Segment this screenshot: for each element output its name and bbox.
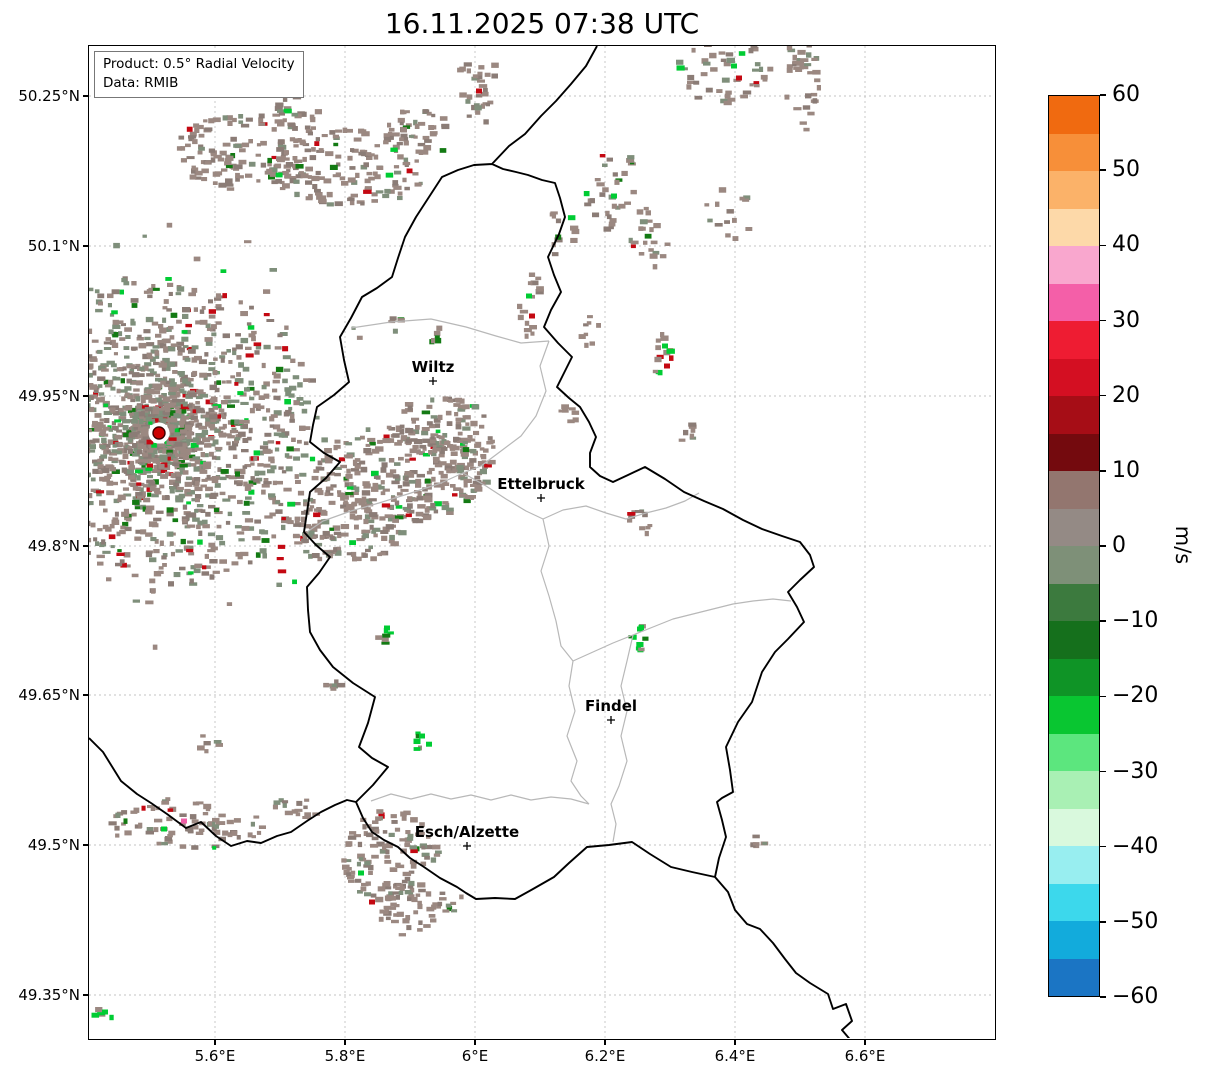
product-label: Product: 0.5° Radial Velocity	[103, 56, 295, 72]
y-tick-mark	[83, 395, 88, 397]
colorbar-segment	[1049, 321, 1099, 359]
colorbar-tick-mark	[1100, 996, 1106, 998]
x-tick-label: 5.8°E	[324, 1047, 366, 1065]
y-tick-label: 49.65°N	[18, 686, 80, 704]
colorbar-tick-label: −30	[1112, 758, 1159, 784]
y-tick-mark	[83, 95, 88, 97]
colorbar-segment	[1049, 883, 1099, 921]
colorbar-segment	[1049, 433, 1099, 471]
colorbar-tick-mark	[1100, 921, 1106, 923]
colorbar-segment	[1049, 358, 1099, 396]
map-plot-area: Wiltz Ettelbruck Findel Esch/Alzette Produc…	[88, 45, 996, 1040]
colorbar-tick-label: −60	[1112, 984, 1159, 1009]
x-tick-mark	[864, 1040, 866, 1045]
colorbar-segment	[1049, 771, 1099, 809]
colorbar-segment	[1049, 546, 1099, 584]
colorbar-tick-mark	[1100, 244, 1106, 247]
colorbar-tick-label: −10	[1112, 608, 1159, 634]
colorbar-tick-mark	[1100, 470, 1106, 472]
colorbar-tick-mark	[1100, 770, 1106, 773]
colorbar-tick-mark	[1100, 319, 1106, 322]
y-tick-label: 49.8°N	[27, 537, 80, 555]
colorbar	[1048, 95, 1100, 997]
x-tick-mark	[734, 1040, 736, 1045]
colorbar-segment	[1049, 846, 1099, 884]
radar-echoes	[89, 46, 821, 1021]
colorbar-segment	[1049, 696, 1099, 734]
y-tick-mark	[83, 545, 88, 547]
x-tick-label: 6°E	[461, 1047, 489, 1065]
colorbar-tick-mark	[1100, 394, 1106, 397]
canton-borders	[306, 318, 792, 843]
data-source-label: Data: RMIB	[103, 75, 179, 92]
y-tick-label: 50.1°N	[27, 237, 80, 255]
y-tick-mark	[83, 844, 88, 846]
colorbar-segment	[1049, 283, 1099, 321]
map-canvas: Wiltz Ettelbruck Findel Esch/Alzette	[89, 46, 994, 1038]
x-tick-label: 6.4°E	[714, 1047, 756, 1065]
colorbar-segment	[1049, 921, 1099, 959]
city-markers: Wiltz Ettelbruck Findel Esch/Alzette	[412, 358, 637, 850]
colorbar-segment	[1049, 733, 1099, 771]
city-cross-icon	[537, 494, 545, 502]
colorbar-segment	[1049, 958, 1099, 996]
colorbar-tick-label: 30	[1112, 307, 1140, 333]
city-cross-icon	[607, 716, 615, 724]
colorbar-tick-label: 20	[1112, 382, 1140, 408]
colorbar-tick-mark	[1100, 169, 1106, 171]
colorbar-tick-label: −40	[1112, 833, 1159, 859]
colorbar-segment	[1049, 621, 1099, 659]
city-label: Wiltz	[412, 358, 455, 376]
colorbar-segment	[1049, 133, 1099, 171]
radar-dot-icon	[152, 426, 166, 440]
city-cross-icon	[429, 377, 437, 385]
colorbar-tick-mark	[1100, 620, 1106, 622]
city-cross-icon	[463, 842, 471, 850]
x-tick-mark	[214, 1040, 216, 1045]
colorbar-tick-label: −20	[1112, 683, 1159, 709]
colorbar-tick-label: 40	[1112, 232, 1140, 258]
city-label: Ettelbruck	[497, 475, 586, 493]
colorbar-segment	[1049, 208, 1099, 246]
colorbar-segment	[1049, 808, 1099, 846]
radar-site-marker	[148, 422, 170, 444]
figure-title: 16.11.2025 07:38 UTC	[384, 7, 700, 40]
y-tick-mark	[83, 245, 88, 247]
colorbar-tick-label: 60	[1112, 82, 1140, 107]
y-tick-label: 49.35°N	[18, 986, 80, 1004]
city-label: Findel	[585, 697, 637, 715]
x-tick-mark	[474, 1040, 476, 1045]
colorbar-tick-mark	[1100, 94, 1106, 96]
colorbar-tick-label: 0	[1112, 533, 1126, 558]
x-tick-label: 5.6°E	[194, 1047, 236, 1065]
colorbar-segment	[1049, 508, 1099, 546]
y-tick-label: 49.5°N	[27, 836, 80, 854]
colorbar-tick-mark	[1100, 695, 1106, 698]
x-tick-mark	[344, 1040, 346, 1045]
colorbar-tick-label: 50	[1112, 157, 1140, 183]
colorbar-segment	[1049, 471, 1099, 509]
colorbar-segment	[1049, 246, 1099, 284]
colorbar-segment	[1049, 171, 1099, 209]
y-tick-label: 50.25°N	[18, 87, 80, 105]
y-tick-label: 49.95°N	[18, 387, 80, 405]
colorbar-tick-label: 10	[1112, 457, 1140, 483]
colorbar-segment	[1049, 396, 1099, 434]
colorbar-tick-mark	[1100, 545, 1106, 547]
x-tick-label: 6.6°E	[844, 1047, 886, 1065]
product-info-box: Product: 0.5° Radial Velocity Data: RMIB	[94, 51, 304, 99]
x-tick-label: 6.2°E	[584, 1047, 626, 1065]
colorbar-segment	[1049, 658, 1099, 696]
y-tick-mark	[83, 994, 88, 996]
colorbar-tick-label: −50	[1112, 908, 1159, 934]
y-tick-mark	[83, 694, 88, 696]
colorbar-segment	[1049, 583, 1099, 621]
colorbar-tick-mark	[1100, 845, 1106, 848]
country-borders	[89, 46, 853, 1038]
colorbar-segment	[1049, 96, 1099, 134]
x-tick-mark	[604, 1040, 606, 1045]
city-label: Esch/Alzette	[415, 823, 519, 841]
